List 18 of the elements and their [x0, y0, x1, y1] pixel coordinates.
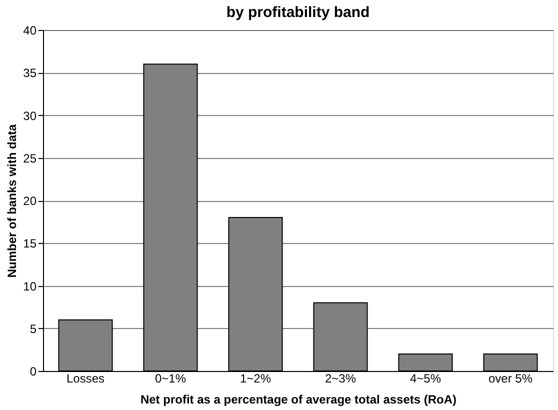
y-tick-label: 35: [23, 66, 37, 80]
y-tick-label: 10: [23, 279, 37, 294]
x-tick-label: Losses: [66, 372, 105, 386]
y-tick-label: 25: [23, 151, 37, 166]
y-tick-label: 20: [23, 194, 37, 208]
x-tick-label: 4~5%: [410, 372, 442, 386]
y-tick-label: 30: [23, 108, 37, 123]
x-tick-label: over 5%: [488, 372, 533, 386]
y-tick-label: 0: [30, 364, 37, 378]
x-tick-label: 0~1%: [154, 372, 186, 386]
x-axis-title: Net profit as a percentage of average total assets (RoA): [140, 392, 457, 406]
x-tick-label: 1~2%: [240, 372, 272, 386]
y-tick-label: 40: [23, 24, 37, 38]
y-axis-title: Number of banks with data: [5, 124, 20, 278]
x-tick-label: 2~3%: [324, 372, 356, 386]
y-tick-label: 5: [30, 322, 37, 336]
chart-title: by profitability band: [226, 4, 370, 21]
y-tick-label: 15: [23, 236, 37, 251]
